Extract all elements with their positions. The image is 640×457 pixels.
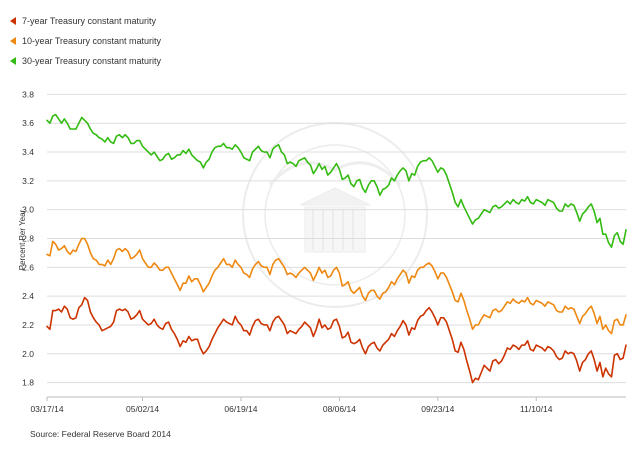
x-tick-label: 09/23/14 <box>421 404 454 414</box>
y-tick-label: 3.6 <box>22 118 34 128</box>
legend-marker-30yr <box>10 57 16 65</box>
legend: 7-year Treasury constant maturity 10-yea… <box>10 16 162 66</box>
legend-label-7yr: 7-year Treasury constant maturity <box>22 16 157 26</box>
legend-item-10yr[interactable]: 10-year Treasury constant maturity <box>10 36 162 46</box>
y-axis-ticks: 3.8 3.6 3.4 3.2 3.0 2.8 2.6 2.4 2.2 2.0 1.8 <box>22 89 34 387</box>
y-tick-label: 2.6 <box>22 262 34 272</box>
x-tick-label: 05/02/14 <box>126 404 159 414</box>
legend-item-7yr[interactable]: 7-year Treasury constant maturity <box>10 16 157 26</box>
series-line-30yr[interactable] <box>46 113 627 248</box>
legend-item-30yr[interactable]: 30-year Treasury constant maturity <box>10 56 162 66</box>
legend-label-10yr: 10-year Treasury constant maturity <box>22 36 162 46</box>
gridlines <box>47 93 626 384</box>
y-tick-label: 3.4 <box>22 147 34 157</box>
x-tick-label: 03/17/14 <box>30 404 63 414</box>
y-tick-label: 3.2 <box>22 176 34 186</box>
y-tick-label: 2.8 <box>22 234 34 244</box>
series-line-10yr[interactable] <box>46 237 627 335</box>
series-lines <box>46 113 627 384</box>
y-tick-label: 3.8 <box>22 89 34 99</box>
y-tick-label: 2.0 <box>22 349 34 359</box>
x-tick-label: 11/10/14 <box>520 404 553 414</box>
y-tick-label: 3.0 <box>22 205 34 215</box>
x-tick-label: 06/19/14 <box>224 404 257 414</box>
legend-marker-10yr <box>10 37 16 45</box>
x-axis-ticks: 03/17/14 05/02/14 06/19/14 08/06/14 09/23/14… <box>30 397 553 414</box>
y-tick-label: 2.4 <box>22 291 34 301</box>
x-tick-label: 08/06/14 <box>323 404 356 414</box>
seal-watermark <box>242 122 428 308</box>
y-tick-label: 2.2 <box>22 320 34 330</box>
source-note: Source: Federal Reserve Board 2014 <box>30 429 171 439</box>
series-line-7yr[interactable] <box>46 296 627 384</box>
y-axis-label: Percent Per Year <box>18 209 27 270</box>
legend-label-30yr: 30-year Treasury constant maturity <box>22 56 162 66</box>
y-tick-label: 1.8 <box>22 378 34 388</box>
legend-marker-7yr <box>10 17 16 25</box>
